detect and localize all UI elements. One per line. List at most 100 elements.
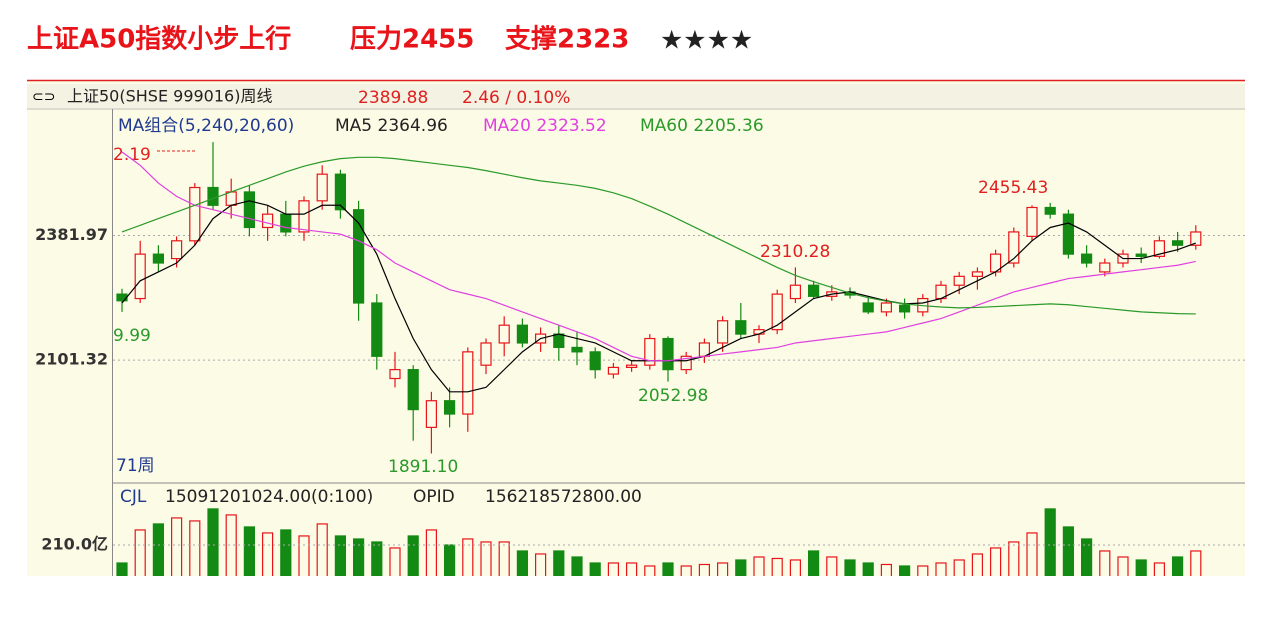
legend-name: MA20 bbox=[483, 116, 531, 136]
annotation: 2.19 bbox=[113, 145, 151, 165]
volume-bar bbox=[444, 544, 456, 576]
candle-body bbox=[862, 302, 874, 313]
candle-body bbox=[444, 400, 456, 415]
volume-bar bbox=[1044, 508, 1056, 576]
annotation: 1891.10 bbox=[388, 457, 458, 477]
volume-bar bbox=[989, 547, 1002, 576]
volume-bar bbox=[789, 559, 802, 576]
volume-bar bbox=[280, 529, 292, 576]
candle-body bbox=[680, 355, 692, 371]
candle-body bbox=[152, 253, 164, 264]
volume-bar bbox=[625, 562, 638, 576]
legend-value: 2364.96 bbox=[378, 116, 448, 136]
volume-bar bbox=[1153, 562, 1166, 576]
volume-bar bbox=[389, 547, 401, 576]
candle-body bbox=[807, 284, 820, 297]
y-tick-label: 210.0亿 bbox=[41, 534, 108, 553]
indicator: MA组合(5,240,20,60) bbox=[118, 116, 294, 136]
candle-body bbox=[607, 366, 620, 375]
volume-bar bbox=[298, 535, 310, 576]
candle-body bbox=[1153, 240, 1166, 257]
annotation: 2310.28 bbox=[760, 242, 830, 262]
candle-body bbox=[262, 213, 274, 229]
legend-value: 2205.36 bbox=[693, 116, 763, 136]
legend-entry: MA20 2323.52 bbox=[483, 116, 607, 136]
legend-name: MA5 bbox=[335, 116, 372, 136]
volume-bar bbox=[480, 541, 492, 576]
volume-bar bbox=[353, 538, 365, 576]
legend-entry: MA60 2205.36 bbox=[640, 116, 764, 136]
candle-body bbox=[971, 271, 984, 277]
candle-body bbox=[553, 333, 565, 349]
candle-body bbox=[1044, 206, 1056, 215]
candle-body bbox=[207, 186, 219, 206]
volume-bar bbox=[771, 557, 783, 576]
change: 2.46 / 0.10% bbox=[462, 88, 570, 108]
support: 支撑2323 bbox=[505, 25, 629, 55]
volume-bar bbox=[862, 562, 874, 576]
candle-body bbox=[1099, 262, 1111, 273]
volume-bar bbox=[498, 541, 510, 576]
volume-bar bbox=[571, 556, 583, 576]
volume-bar bbox=[1117, 556, 1129, 576]
candle-body bbox=[589, 351, 601, 371]
volume-bar bbox=[516, 550, 529, 576]
candle-body bbox=[462, 351, 474, 415]
volume-bar bbox=[225, 514, 237, 576]
volume-bar bbox=[662, 562, 674, 576]
candle-body bbox=[316, 173, 328, 202]
y-tick-label: 2101.32 bbox=[35, 350, 108, 369]
volume-bar bbox=[716, 562, 729, 576]
candle-body bbox=[571, 346, 583, 353]
candle-body bbox=[243, 191, 255, 229]
candle-body bbox=[334, 173, 346, 211]
resistance: 压力2455 bbox=[350, 25, 474, 55]
volume-bar bbox=[1171, 556, 1184, 576]
volume-bar bbox=[880, 563, 893, 576]
candle-body bbox=[498, 324, 510, 344]
y-tick-label: 2381.97 bbox=[35, 225, 108, 244]
volume-bar bbox=[534, 553, 547, 576]
candle-body bbox=[298, 200, 310, 233]
candle-body bbox=[880, 302, 893, 313]
opid-label: OPID bbox=[413, 487, 455, 507]
volume-bar bbox=[644, 565, 656, 576]
panel bbox=[27, 80, 1245, 576]
volume-bar bbox=[553, 550, 565, 576]
candle-body bbox=[480, 342, 492, 366]
annotation: 2455.43 bbox=[978, 178, 1048, 198]
ma-line bbox=[121, 151, 1196, 362]
volume-bar bbox=[1008, 541, 1020, 576]
volume-bar bbox=[262, 532, 274, 576]
candle-body bbox=[735, 320, 747, 335]
volume-bar bbox=[425, 529, 437, 576]
instrument: 上证50(SHSE 999016)周线 bbox=[67, 87, 272, 106]
volume-bar bbox=[1135, 559, 1147, 576]
annotation: 2052.98 bbox=[638, 386, 708, 406]
candle-body bbox=[1008, 231, 1020, 264]
annotation: 9.99 bbox=[113, 326, 151, 346]
volume-value: 15091201024.00(0:100) bbox=[165, 487, 373, 507]
volume-bar bbox=[735, 559, 747, 576]
volume-bar bbox=[316, 523, 328, 576]
candle-body bbox=[280, 213, 292, 233]
volume-bars bbox=[116, 508, 1202, 576]
legend-entry: MA5 2364.96 bbox=[335, 116, 448, 136]
volume-bar bbox=[243, 526, 255, 576]
volume-bar bbox=[1099, 550, 1111, 576]
candle-body bbox=[1062, 213, 1075, 255]
candle-body bbox=[789, 284, 802, 300]
ma-line bbox=[121, 156, 1196, 315]
volume-bar bbox=[189, 520, 201, 576]
candle-body bbox=[407, 369, 419, 411]
volume-bar bbox=[971, 553, 984, 576]
volume-bar bbox=[1190, 550, 1202, 576]
candle-body bbox=[225, 191, 237, 206]
candle-body bbox=[644, 337, 656, 366]
volume-label: CJL bbox=[120, 487, 147, 507]
candle-body bbox=[134, 253, 146, 300]
candle-body bbox=[116, 293, 128, 302]
link-icon: ⊂⊃ bbox=[32, 89, 55, 105]
volume-bar bbox=[407, 535, 419, 576]
volume-bar bbox=[371, 541, 383, 576]
